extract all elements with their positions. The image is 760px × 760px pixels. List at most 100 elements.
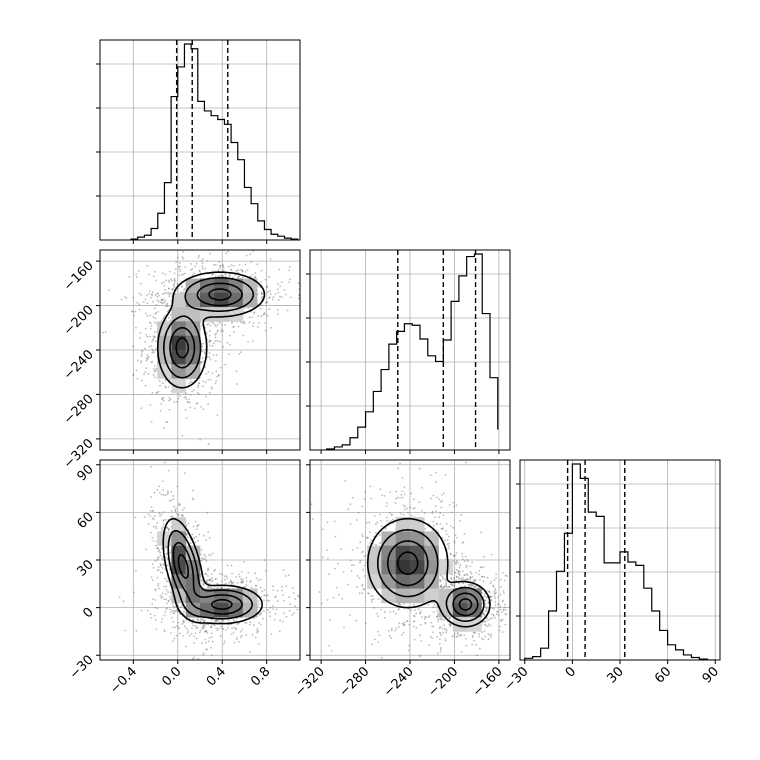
scatter-point bbox=[178, 262, 181, 264]
scatter-point bbox=[430, 621, 433, 624]
scatter-point bbox=[374, 515, 376, 518]
scatter-point bbox=[368, 521, 371, 524]
scatter-point bbox=[182, 273, 184, 276]
scatter-point bbox=[498, 625, 501, 628]
scatter-point bbox=[221, 573, 224, 576]
scatter-point bbox=[165, 379, 167, 382]
scatter-point bbox=[344, 479, 347, 482]
scatter-point bbox=[480, 566, 483, 568]
scatter-point bbox=[169, 591, 172, 594]
scatter-point bbox=[394, 629, 396, 632]
scatter-point bbox=[193, 635, 196, 638]
scatter-point bbox=[392, 518, 394, 521]
scatter-point bbox=[137, 270, 140, 272]
scatter-point bbox=[200, 553, 203, 556]
scatter-point bbox=[146, 315, 149, 318]
scatter-point bbox=[441, 575, 443, 578]
scatter-point bbox=[478, 569, 481, 572]
scatter-point bbox=[427, 604, 430, 606]
scatter-point bbox=[169, 608, 172, 611]
scatter-point bbox=[214, 263, 217, 266]
density-cell bbox=[185, 292, 201, 308]
scatter-point bbox=[232, 631, 235, 634]
scatter-point bbox=[440, 586, 443, 589]
scatter-point bbox=[185, 627, 188, 630]
scatter-point bbox=[398, 622, 401, 625]
scatter-point bbox=[358, 577, 361, 579]
scatter-point bbox=[260, 293, 263, 295]
scatter-point bbox=[202, 625, 205, 628]
scatter-point bbox=[504, 613, 507, 616]
scatter-point bbox=[495, 613, 498, 616]
scatter-point bbox=[481, 631, 483, 634]
scatter-point bbox=[355, 619, 358, 622]
scatter-point bbox=[195, 528, 198, 531]
scatter-point bbox=[522, 594, 524, 596]
scatter-point bbox=[207, 403, 210, 405]
scatter-point bbox=[135, 273, 138, 276]
scatter-point bbox=[155, 279, 158, 282]
grid-lines bbox=[132, 40, 268, 240]
scatter-point bbox=[135, 629, 138, 632]
scatter-point bbox=[140, 355, 143, 358]
scatter-point bbox=[172, 612, 175, 615]
scatter-point bbox=[207, 323, 210, 325]
scatter-point bbox=[172, 495, 174, 497]
scatter-point bbox=[252, 340, 254, 343]
scatter-point bbox=[164, 301, 166, 304]
scatter-point bbox=[439, 648, 442, 651]
scatter-point bbox=[198, 631, 201, 634]
scatter-point bbox=[413, 638, 416, 641]
scatter-point bbox=[203, 619, 206, 622]
scatter-point bbox=[378, 456, 380, 458]
scatter-point bbox=[200, 579, 203, 581]
scatter-point bbox=[390, 629, 393, 632]
scatter-point bbox=[482, 612, 485, 614]
scatter-point bbox=[441, 578, 444, 580]
scatter-point bbox=[294, 605, 297, 608]
scatter-point bbox=[343, 626, 345, 629]
scatter-point bbox=[230, 581, 233, 583]
scatter-point bbox=[140, 609, 143, 612]
scatter-point bbox=[264, 302, 267, 305]
scatter-point bbox=[252, 277, 255, 279]
scatter-point bbox=[461, 555, 464, 558]
scatter-point bbox=[163, 316, 165, 319]
scatter-point bbox=[362, 535, 364, 538]
scatter-point bbox=[152, 517, 154, 520]
scatter-point bbox=[152, 351, 155, 354]
scatter-point bbox=[439, 632, 442, 635]
scatter-point bbox=[431, 512, 434, 515]
scatter-point bbox=[202, 623, 205, 626]
scatter-point bbox=[489, 624, 492, 627]
scatter-point bbox=[436, 636, 439, 638]
scatter-point bbox=[440, 584, 443, 587]
scatter-point bbox=[488, 590, 490, 593]
scatter-point bbox=[363, 555, 366, 558]
density-cell bbox=[395, 560, 411, 575]
scatter-point bbox=[208, 579, 211, 581]
scatter-point bbox=[240, 581, 243, 584]
scatter-point bbox=[449, 553, 452, 556]
scatter-point bbox=[297, 297, 300, 300]
scatter-point bbox=[148, 345, 151, 348]
scatter-point bbox=[173, 272, 176, 275]
scatter-point bbox=[349, 559, 352, 562]
scatter-point bbox=[159, 564, 162, 567]
scatter-point bbox=[236, 636, 238, 639]
scatter-point bbox=[197, 619, 200, 622]
scatter-point bbox=[481, 575, 483, 578]
contour-line bbox=[163, 277, 255, 379]
scatter-point bbox=[484, 623, 486, 626]
scatter-point bbox=[208, 340, 211, 343]
scatter-point bbox=[205, 623, 208, 626]
scatter-point bbox=[104, 331, 107, 333]
scatter-point bbox=[138, 292, 141, 295]
scatter-point bbox=[170, 611, 172, 614]
scatter-point bbox=[445, 585, 448, 588]
scatter-point bbox=[412, 620, 415, 623]
contour-line bbox=[167, 529, 253, 620]
density-cell bbox=[438, 588, 454, 604]
scatter-point bbox=[154, 317, 157, 320]
scatter-point bbox=[165, 303, 168, 306]
